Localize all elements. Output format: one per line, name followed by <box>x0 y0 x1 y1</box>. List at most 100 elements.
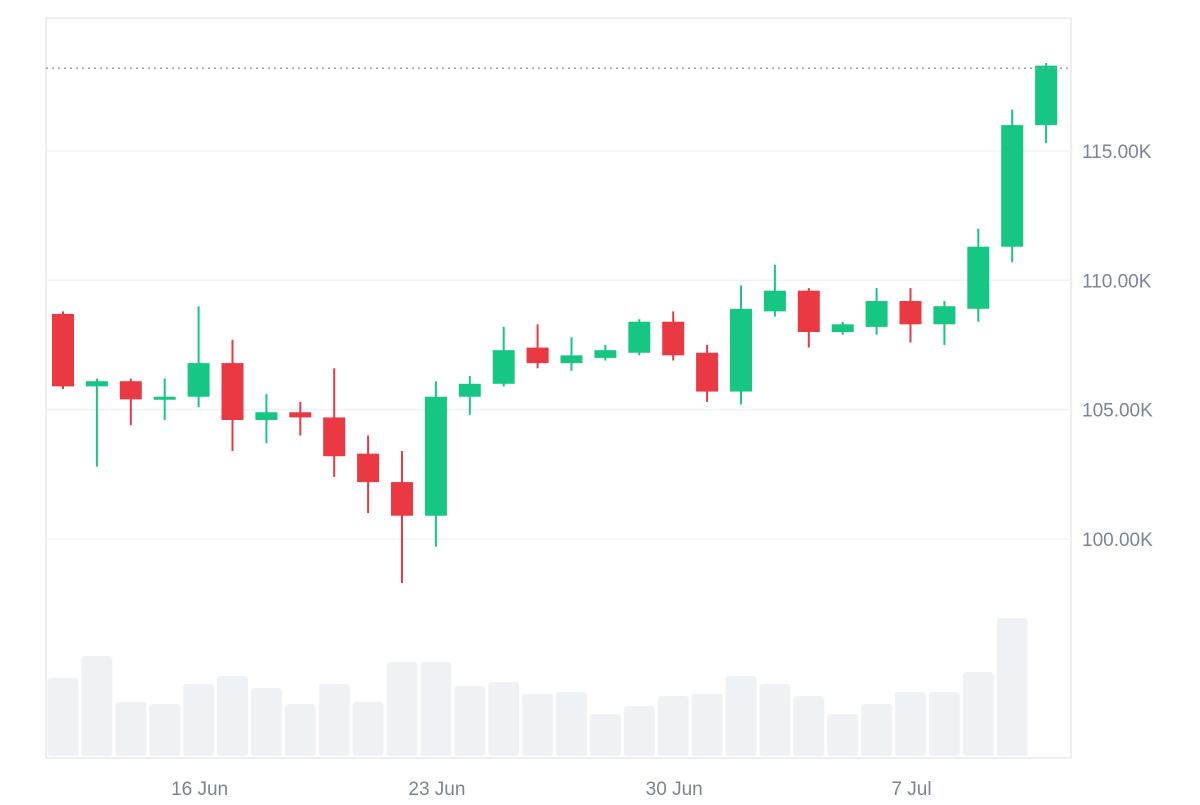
volume-bar <box>488 682 520 756</box>
volume-bar <box>217 676 248 756</box>
candle-body <box>391 482 413 516</box>
x-axis-labels: 16 Jun 23 Jun 30 Jun 7 Jul <box>171 779 931 800</box>
candle-body <box>255 412 278 421</box>
volume-bar <box>522 694 554 756</box>
candle-body <box>594 350 617 358</box>
candle-body <box>52 313 74 387</box>
candle <box>933 301 956 345</box>
candle <box>526 324 549 369</box>
candle <box>52 311 74 389</box>
candle-body <box>933 306 956 325</box>
y-tick-label: 105.00K <box>1082 401 1153 422</box>
volume-bar <box>657 696 689 756</box>
volume-bar <box>149 704 181 756</box>
candle-body <box>323 417 346 457</box>
volume-bar <box>827 714 859 756</box>
volume-bar <box>318 684 350 756</box>
volume-bar <box>589 714 621 756</box>
candle-body <box>763 290 786 312</box>
candle <box>696 345 719 402</box>
volume-bar <box>962 672 994 756</box>
plot-frame <box>45 17 1072 759</box>
volume-bar <box>793 696 825 756</box>
candle-body <box>560 355 583 364</box>
candle-body <box>187 363 210 397</box>
volume-bar <box>895 692 926 756</box>
volume-bar <box>691 694 723 756</box>
candle-body <box>85 381 108 387</box>
candle <box>153 378 176 421</box>
candle-body <box>1001 125 1024 247</box>
candle-body <box>424 396 447 516</box>
y-tick-label: 100.00K <box>1082 530 1153 551</box>
candle <box>85 378 108 467</box>
volume-bar <box>861 704 893 756</box>
candle-body <box>119 381 142 400</box>
volume-bar <box>623 706 655 756</box>
candle <box>865 288 888 335</box>
volume-bar <box>81 656 113 756</box>
candle <box>560 337 583 371</box>
candle-body <box>458 383 481 397</box>
candle <box>458 376 481 415</box>
y-tick-label: 110.00K <box>1082 271 1152 292</box>
volume-bar <box>352 702 384 756</box>
volume-bar <box>250 688 282 756</box>
y-axis-labels: 100.00K 105.00K 110.00K 115.00K <box>1082 142 1153 551</box>
volume-bar <box>183 684 215 756</box>
candle-body <box>1035 65 1058 126</box>
candle <box>899 288 922 343</box>
x-tick-label: 7 Jul <box>891 779 931 800</box>
y-tick-label: 115.00K <box>1082 142 1152 163</box>
candles <box>52 63 1058 583</box>
candle-body <box>831 324 854 333</box>
x-tick-label: 16 Jun <box>171 779 228 800</box>
candle <box>1035 63 1058 144</box>
volume-bar <box>996 618 1028 756</box>
candle-body <box>492 350 515 384</box>
candle-body <box>153 396 176 400</box>
candle-body <box>696 352 719 392</box>
candle-body <box>797 290 820 333</box>
candle <box>594 345 617 361</box>
candle <box>424 381 447 547</box>
candle <box>763 264 786 317</box>
candle <box>967 228 990 322</box>
candle-body <box>526 347 549 364</box>
candle-body <box>967 246 990 309</box>
volume-bar <box>386 662 418 756</box>
candle <box>391 451 413 583</box>
candle <box>221 339 244 452</box>
candle <box>730 285 752 405</box>
candle-body <box>628 321 651 353</box>
volume-bar <box>454 686 486 756</box>
volume-bar <box>47 678 79 756</box>
volume-bar <box>759 684 791 756</box>
candle <box>1001 109 1024 263</box>
candle-body <box>289 412 312 418</box>
candle <box>357 435 380 514</box>
volume-bar <box>928 692 960 756</box>
candle <box>797 288 820 348</box>
x-tick-label: 23 Jun <box>408 779 465 800</box>
candle <box>289 401 312 436</box>
volume-bar <box>725 676 757 756</box>
grid-lines <box>46 150 1071 540</box>
volume-bars <box>47 618 1028 756</box>
x-tick-label: 30 Jun <box>646 779 703 800</box>
volume-bar <box>556 692 587 756</box>
candle-body <box>865 301 888 327</box>
candle-body <box>662 321 685 356</box>
candle <box>662 311 685 361</box>
volume-bar <box>420 662 452 756</box>
candle <box>323 368 346 477</box>
candle-body <box>221 363 244 421</box>
candle <box>187 306 210 408</box>
volume-bar <box>284 704 316 756</box>
candle-body <box>730 308 752 392</box>
candle <box>492 326 515 387</box>
candle <box>831 321 854 335</box>
candle <box>255 394 278 444</box>
